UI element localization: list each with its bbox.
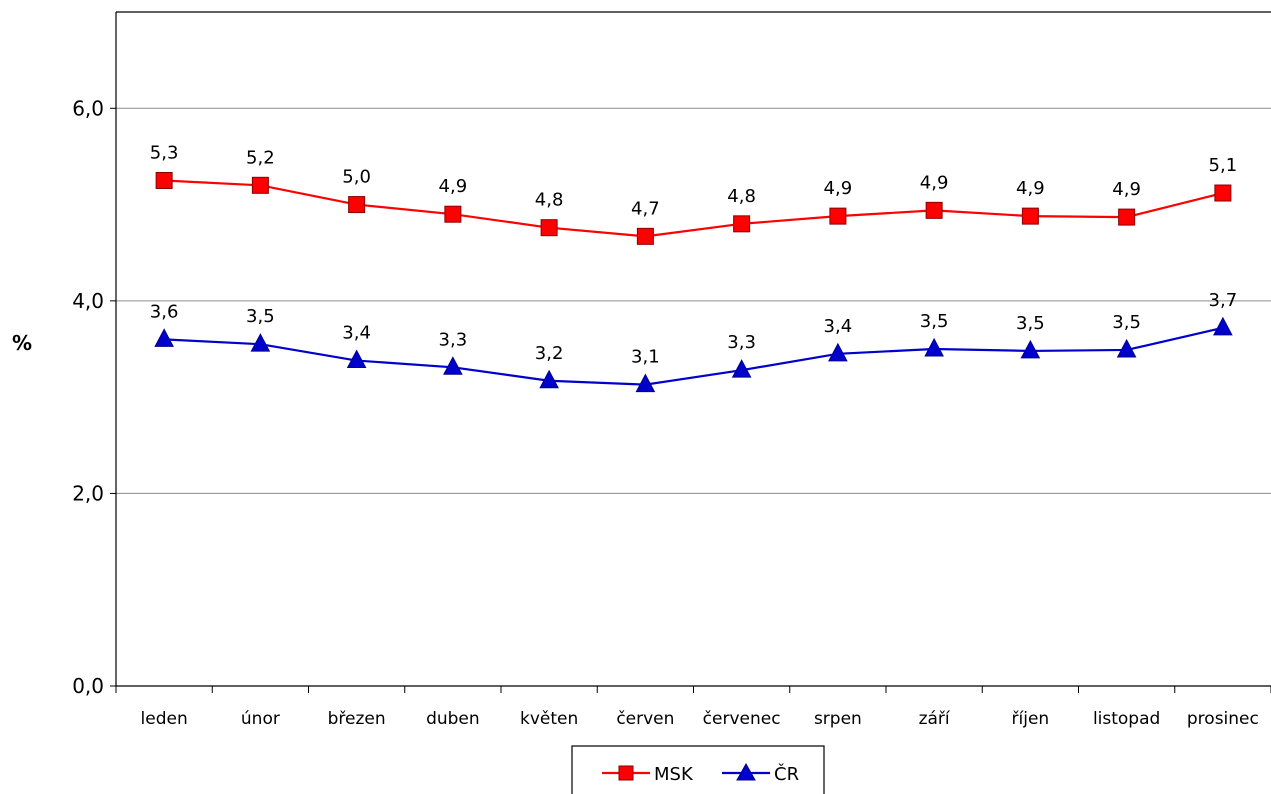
data-label: 3,1 bbox=[631, 347, 660, 368]
data-point bbox=[1021, 207, 1039, 225]
x-tick-label: srpen bbox=[814, 709, 862, 729]
data-point bbox=[540, 219, 558, 237]
data-label: 4,9 bbox=[439, 176, 468, 197]
data-point bbox=[1213, 316, 1233, 336]
x-tick-label: září bbox=[919, 709, 951, 729]
data-point bbox=[1116, 338, 1137, 358]
y-tick-label: 2,0 bbox=[72, 481, 104, 505]
x-tick-label: březen bbox=[328, 709, 386, 729]
data-label: 3,5 bbox=[1016, 313, 1045, 334]
x-tick-label: říjen bbox=[1012, 709, 1050, 729]
y-axis-ticks: 0,0 2,0 4,0 6,0 bbox=[72, 96, 104, 698]
data-point bbox=[1214, 184, 1232, 202]
data-label: 4,8 bbox=[727, 186, 756, 207]
data-label: 3,2 bbox=[535, 343, 564, 364]
x-tick-label: duben bbox=[426, 709, 480, 729]
data-point bbox=[924, 337, 944, 357]
x-tick-label: leden bbox=[141, 709, 188, 729]
y-axis-label: % bbox=[12, 331, 32, 355]
x-tick-label: červenec bbox=[703, 709, 781, 729]
data-label: 3,3 bbox=[727, 332, 756, 353]
data-point bbox=[636, 227, 654, 245]
data-point bbox=[539, 369, 559, 389]
legend-label: ČR bbox=[774, 763, 799, 785]
legend-box bbox=[571, 745, 825, 794]
x-tick-label: prosinec bbox=[1187, 709, 1259, 729]
data-label: 3,4 bbox=[342, 323, 371, 344]
data-label: 4,7 bbox=[631, 198, 660, 219]
data-point bbox=[443, 356, 463, 375]
data-label: 5,3 bbox=[150, 143, 179, 164]
data-label: 4,8 bbox=[535, 190, 564, 211]
x-tick-label: květen bbox=[520, 709, 578, 729]
data-point bbox=[925, 201, 943, 219]
data-point bbox=[829, 207, 847, 225]
legend-marker-triangle bbox=[736, 762, 756, 781]
data-label: 5,0 bbox=[342, 167, 371, 188]
data-label: 5,2 bbox=[246, 147, 275, 168]
data-point bbox=[731, 359, 752, 378]
data-point bbox=[635, 373, 656, 393]
series-cr: 3,6 3,5 3,4 3,3 3,2 3,1 3,3 3,4 3,5 3,5 3,5 3,7 bbox=[150, 290, 1238, 393]
y-tick-label: 4,0 bbox=[72, 289, 104, 313]
data-label: 3,6 bbox=[150, 301, 179, 322]
data-point bbox=[828, 342, 848, 362]
data-point bbox=[1118, 208, 1136, 226]
data-point bbox=[251, 176, 269, 194]
legend-item-msk: MSK bbox=[602, 764, 694, 785]
series-line bbox=[164, 179, 1224, 238]
data-point bbox=[1020, 339, 1041, 359]
y-tick-label: 6,0 bbox=[72, 96, 104, 120]
x-tick-label: listopad bbox=[1093, 709, 1160, 729]
data-label: 3,4 bbox=[824, 316, 853, 337]
series-msk: 5,3 5,2 5,0 4,9 4,8 4,7 4,8 4,9 4,9 4,9 4,9 5,1 bbox=[150, 143, 1237, 245]
series-group: 5,3 5,25,0 4,94,8 4,74,8 4,9 4,9 4,9 4,95,13,6 3… bbox=[150, 143, 1238, 393]
x-axis-ticks: leden únor březen duben květen červen červenec… bbox=[141, 709, 1259, 729]
data-label: 4,9 bbox=[1112, 179, 1141, 200]
x-tick-label: červen bbox=[616, 709, 674, 729]
data-label: 4,9 bbox=[824, 178, 853, 199]
y-tick-label: 0,0 bbox=[72, 674, 104, 698]
data-point bbox=[154, 328, 174, 347]
axes bbox=[110, 11, 1271, 693]
data-label: 3,5 bbox=[1112, 312, 1141, 333]
data-point bbox=[348, 196, 366, 214]
data-point bbox=[733, 215, 751, 233]
legend-item-cr: ČR bbox=[722, 762, 799, 785]
data-label: 4,9 bbox=[920, 172, 949, 193]
data-label: 5,1 bbox=[1209, 155, 1238, 176]
data-point bbox=[155, 172, 173, 189]
gridlines bbox=[116, 107, 1271, 494]
data-label: 3,5 bbox=[246, 306, 275, 327]
data-label: 3,7 bbox=[1209, 290, 1238, 311]
data-point bbox=[444, 205, 462, 223]
data-label: 3,5 bbox=[920, 311, 949, 332]
legend-marker-square bbox=[618, 765, 634, 781]
x-tick-label: únor bbox=[241, 709, 280, 729]
data-point bbox=[250, 333, 271, 352]
legend-label: MSK bbox=[654, 764, 694, 785]
legend: MSK ČR bbox=[571, 745, 825, 794]
data-point bbox=[346, 349, 367, 369]
data-label: 4,9 bbox=[1016, 178, 1045, 199]
series-line bbox=[164, 326, 1224, 386]
data-label: 3,3 bbox=[439, 329, 468, 350]
